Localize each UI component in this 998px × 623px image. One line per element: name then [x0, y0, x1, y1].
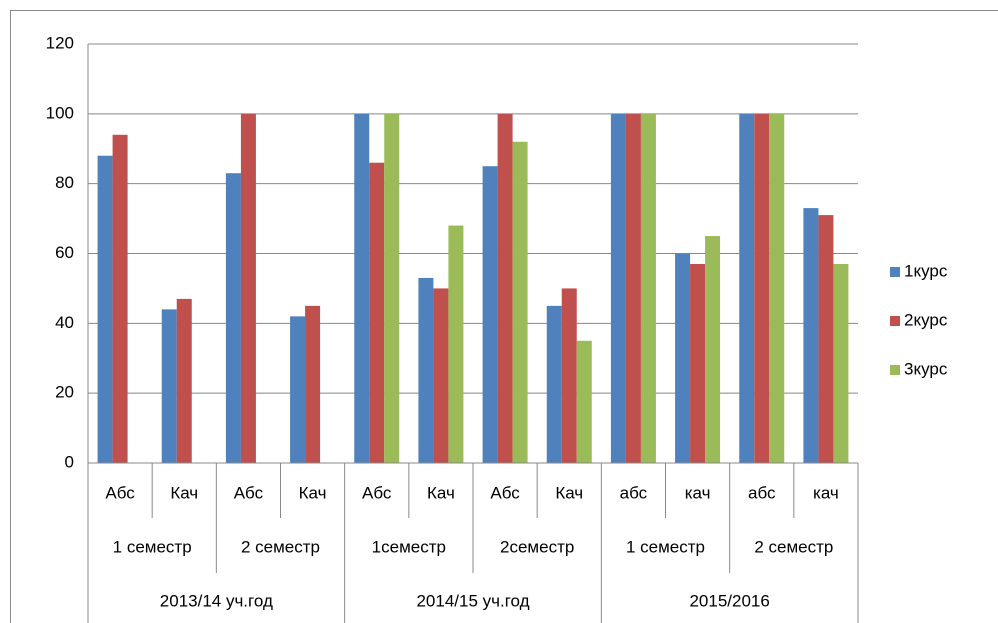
semester-label: 2семестр — [500, 537, 574, 556]
semester-label: 1 семестр — [626, 537, 705, 556]
x-tick-label: Абс — [362, 483, 392, 502]
y-tick-label: 20 — [55, 383, 74, 402]
x-tick-label: Абс — [234, 483, 264, 502]
x-tick-label: Абс — [490, 483, 520, 502]
x-tick-label: абс — [748, 483, 776, 502]
bar — [290, 316, 306, 463]
bar — [176, 298, 192, 463]
y-tick-label: 0 — [65, 452, 74, 471]
y-tick-label: 100 — [46, 103, 74, 122]
bar — [754, 113, 770, 463]
bar — [354, 113, 370, 463]
y-tick-label: 80 — [55, 173, 74, 192]
bar — [305, 305, 321, 463]
year-label: 2014/15 уч.год — [416, 591, 529, 610]
bar — [97, 155, 113, 463]
bar — [546, 305, 562, 463]
bar — [675, 253, 691, 463]
bar — [625, 113, 641, 463]
legend-label: 2курс — [904, 310, 948, 329]
semester-label: 1семестр — [372, 537, 446, 556]
bar — [497, 113, 513, 463]
y-tick-label: 40 — [55, 313, 74, 332]
legend-swatch — [890, 316, 900, 326]
bar — [561, 288, 577, 463]
bar — [240, 113, 256, 463]
x-tick-label: кач — [813, 483, 839, 502]
bar — [384, 113, 400, 463]
legend-swatch — [890, 365, 900, 375]
bar — [112, 134, 128, 464]
legend-label: 3курс — [904, 359, 948, 378]
bar — [576, 340, 592, 463]
x-tick-label: кач — [685, 483, 711, 502]
bar — [818, 215, 834, 463]
bar — [705, 236, 721, 463]
bar — [803, 208, 819, 463]
year-label: 2015/2016 — [689, 591, 769, 610]
x-tick-label: Кач — [170, 483, 198, 502]
x-tick-label: Кач — [427, 483, 455, 502]
bar — [833, 263, 849, 463]
y-tick-label: 120 — [46, 33, 74, 52]
bar — [418, 277, 434, 463]
bar — [739, 113, 755, 463]
year-label: 2013/14 уч.год — [160, 591, 273, 610]
semester-label: 1 семестр — [113, 537, 192, 556]
x-tick-label: абс — [620, 483, 648, 502]
bar — [640, 113, 656, 463]
bar — [448, 225, 464, 463]
bar — [512, 141, 528, 463]
bar — [610, 113, 626, 463]
bar — [369, 162, 385, 463]
bar — [690, 263, 706, 463]
bar — [225, 173, 241, 464]
legend-label: 1курс — [904, 261, 948, 280]
x-tick-label: Кач — [299, 483, 327, 502]
bar — [769, 113, 785, 463]
legend-swatch — [890, 267, 900, 277]
bar — [433, 288, 449, 463]
semester-label: 2 семестр — [241, 537, 320, 556]
bar — [482, 166, 498, 464]
x-tick-label: Абс — [105, 483, 135, 502]
x-tick-label: Кач — [555, 483, 583, 502]
bar — [161, 309, 177, 463]
y-tick-label: 60 — [55, 243, 74, 262]
semester-label: 2 семестр — [754, 537, 833, 556]
